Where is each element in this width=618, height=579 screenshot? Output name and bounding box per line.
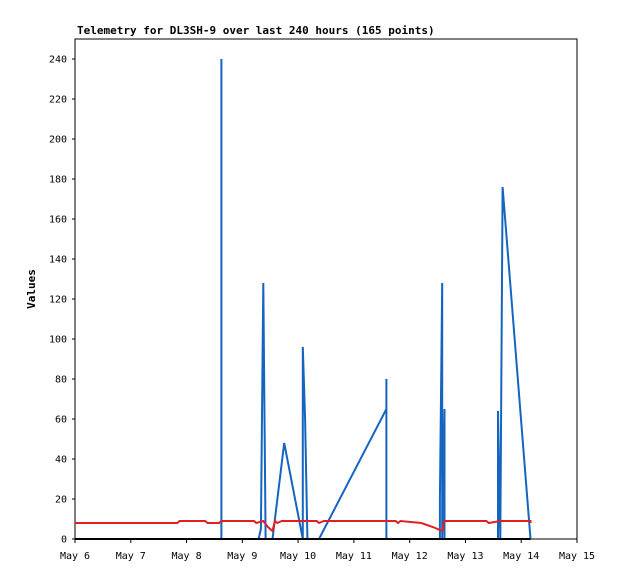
x-tick-label: May 14 [503,551,539,562]
x-tick-label: May 10 [280,551,316,562]
x-tick-label: May 11 [336,551,372,562]
y-tick-label: 80 [55,375,67,386]
x-tick-label: May 6 [60,551,90,562]
x-axis: May 6 May 7 May 8 May 9 May 10 May 11 May 12 Ma… [60,539,595,562]
series-line-2 [75,519,532,533]
y-tick-label: 120 [49,295,67,306]
y-tick-label: 220 [49,95,67,106]
series-line-1 [220,59,532,540]
y-tick-label: 140 [49,255,67,266]
y-axis: 0 20 40 60 80 100 120 140 160 180 200 220 240 [49,55,75,546]
y-tick-label: 240 [49,55,67,66]
y-tick-label: 20 [55,495,67,506]
series-layer [75,59,532,540]
y-tick-label: 40 [55,455,67,466]
y-tick-label: 0 [61,535,67,546]
x-tick-label: May 15 [559,551,595,562]
y-tick-label: 60 [55,415,67,426]
y-axis-title: Values [25,269,38,309]
y-tick-label: 100 [49,335,67,346]
y-tick-label: 180 [49,175,67,186]
x-tick-label: May 12 [392,551,428,562]
x-tick-label: May 7 [116,551,146,562]
y-tick-label: 200 [49,135,67,146]
y-tick-label: 160 [49,215,67,226]
chart-title: Telemetry for DL3SH-9 over last 240 hour… [77,24,435,37]
x-tick-label: May 8 [172,551,202,562]
x-tick-label: May 13 [447,551,483,562]
x-tick-label: May 9 [227,551,257,562]
